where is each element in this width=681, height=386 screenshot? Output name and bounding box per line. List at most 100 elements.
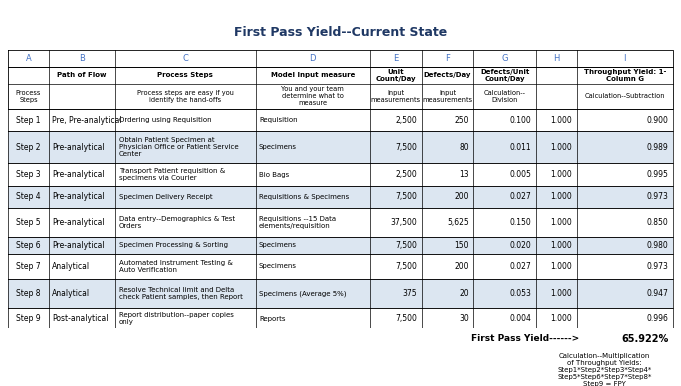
Text: 5,625: 5,625 bbox=[447, 218, 469, 227]
Text: 0.053: 0.053 bbox=[509, 289, 531, 298]
Text: D: D bbox=[310, 54, 316, 63]
Text: 0.996: 0.996 bbox=[646, 314, 668, 323]
Text: 0.027: 0.027 bbox=[509, 192, 531, 201]
Text: 0.947: 0.947 bbox=[646, 289, 668, 298]
Text: 0.900: 0.900 bbox=[646, 116, 668, 125]
Bar bbox=[8, 163, 673, 186]
Text: 0.005: 0.005 bbox=[509, 170, 531, 179]
Text: You and your team
determine what to
measure: You and your team determine what to meas… bbox=[281, 86, 344, 107]
Text: 13: 13 bbox=[459, 170, 469, 179]
Text: Specimen Processing & Sorting: Specimen Processing & Sorting bbox=[118, 242, 227, 248]
Text: 375: 375 bbox=[402, 289, 417, 298]
Text: Bio Bags: Bio Bags bbox=[259, 171, 289, 178]
Bar bbox=[8, 308, 673, 330]
Text: Step 1: Step 1 bbox=[16, 116, 41, 125]
Text: 0.850: 0.850 bbox=[646, 218, 668, 227]
Text: 0.973: 0.973 bbox=[646, 262, 668, 271]
Bar bbox=[8, 254, 673, 279]
Text: Model Input measure: Model Input measure bbox=[270, 72, 355, 78]
Text: 7,500: 7,500 bbox=[395, 143, 417, 152]
Text: Report distribution--paper copies
only: Report distribution--paper copies only bbox=[118, 312, 234, 325]
Text: Step 3: Step 3 bbox=[16, 170, 41, 179]
Bar bbox=[8, 186, 673, 208]
Text: 1.000: 1.000 bbox=[550, 218, 572, 227]
Text: Defects/Day: Defects/Day bbox=[424, 72, 471, 78]
Text: 0.150: 0.150 bbox=[509, 218, 531, 227]
Text: B: B bbox=[79, 54, 85, 63]
Text: E: E bbox=[393, 54, 398, 63]
Text: Pre, Pre-analytical: Pre, Pre-analytical bbox=[52, 116, 122, 125]
Bar bbox=[8, 109, 673, 131]
Text: Calculation--Multiplication
of Throughput Yields:
Step1*Step2*Step3*Step4*
Step5: Calculation--Multiplication of Throughpu… bbox=[557, 353, 652, 386]
Text: Step 2: Step 2 bbox=[16, 143, 41, 152]
Text: Analytical: Analytical bbox=[52, 262, 91, 271]
Text: 7,500: 7,500 bbox=[395, 262, 417, 271]
Text: 150: 150 bbox=[454, 240, 469, 250]
Text: 65.922%: 65.922% bbox=[622, 334, 669, 344]
Text: 37,500: 37,500 bbox=[390, 218, 417, 227]
Text: Analytical: Analytical bbox=[52, 289, 91, 298]
Text: 20: 20 bbox=[459, 289, 469, 298]
Text: 250: 250 bbox=[454, 116, 469, 125]
Text: G: G bbox=[502, 54, 508, 63]
Text: 1.000: 1.000 bbox=[550, 192, 572, 201]
Text: Defects/Unit
Count/Day: Defects/Unit Count/Day bbox=[480, 69, 530, 82]
Text: Reports: Reports bbox=[259, 316, 285, 322]
Text: Pre-analytical: Pre-analytical bbox=[52, 240, 105, 250]
Text: 7,500: 7,500 bbox=[395, 240, 417, 250]
Text: Obtain Patient Specimen at
Physician Office or Patient Service
Center: Obtain Patient Specimen at Physician Off… bbox=[118, 137, 238, 157]
Text: Input
measurements: Input measurements bbox=[371, 90, 421, 103]
Text: 1.000: 1.000 bbox=[550, 240, 572, 250]
Text: H: H bbox=[554, 54, 560, 63]
Text: 200: 200 bbox=[454, 262, 469, 271]
Text: Process steps are easy if you
identify the hand-offs: Process steps are easy if you identify t… bbox=[137, 90, 234, 103]
Text: I: I bbox=[624, 54, 626, 63]
Text: 0.004: 0.004 bbox=[509, 314, 531, 323]
Text: 1.000: 1.000 bbox=[550, 170, 572, 179]
Text: Process
Steps: Process Steps bbox=[16, 90, 41, 103]
Text: A: A bbox=[26, 54, 31, 63]
Text: Requisitions & Specimens: Requisitions & Specimens bbox=[259, 194, 349, 200]
Text: 2,500: 2,500 bbox=[395, 116, 417, 125]
Text: Pre-analytical: Pre-analytical bbox=[52, 143, 105, 152]
Text: Unit
Count/Day: Unit Count/Day bbox=[376, 69, 416, 82]
Text: 0.100: 0.100 bbox=[509, 116, 531, 125]
Text: 0.973: 0.973 bbox=[646, 192, 668, 201]
Text: Specimen Delivery Receipt: Specimen Delivery Receipt bbox=[118, 194, 212, 200]
Text: Step 8: Step 8 bbox=[16, 289, 41, 298]
Text: Requisition: Requisition bbox=[259, 117, 298, 123]
Text: Resolve Technical limit and Delta
check Patient samples, then Report: Resolve Technical limit and Delta check … bbox=[118, 287, 242, 300]
Text: 1.000: 1.000 bbox=[550, 262, 572, 271]
Bar bbox=[8, 208, 673, 237]
Text: 1.000: 1.000 bbox=[550, 314, 572, 323]
Bar bbox=[8, 237, 673, 254]
Text: Pre-analytical: Pre-analytical bbox=[52, 170, 105, 179]
Text: Automated Instrument Testing &
Auto Verification: Automated Instrument Testing & Auto Veri… bbox=[118, 260, 232, 273]
Text: 0.980: 0.980 bbox=[646, 240, 668, 250]
Text: Calculation--
Division: Calculation-- Division bbox=[484, 90, 526, 103]
Text: 1.000: 1.000 bbox=[550, 143, 572, 152]
Bar bbox=[8, 279, 673, 308]
Text: Pre-analytical: Pre-analytical bbox=[52, 192, 105, 201]
Text: 0.989: 0.989 bbox=[646, 143, 668, 152]
Text: 80: 80 bbox=[459, 143, 469, 152]
Text: 30: 30 bbox=[459, 314, 469, 323]
Text: Specimens: Specimens bbox=[259, 242, 297, 248]
Text: Calculation--Subtraction: Calculation--Subtraction bbox=[584, 93, 665, 100]
Text: First Pass Yield------>: First Pass Yield------> bbox=[471, 334, 580, 344]
Text: Ordering using Requisition: Ordering using Requisition bbox=[118, 117, 211, 123]
Text: Transport Patient requisition &
specimens via Courier: Transport Patient requisition & specimen… bbox=[118, 168, 225, 181]
Text: 200: 200 bbox=[454, 192, 469, 201]
Text: 0.011: 0.011 bbox=[510, 143, 531, 152]
Text: Path of Flow: Path of Flow bbox=[57, 72, 107, 78]
Text: 2,500: 2,500 bbox=[395, 170, 417, 179]
Text: Specimens: Specimens bbox=[259, 263, 297, 269]
Bar bbox=[8, 131, 673, 163]
Text: Process Steps: Process Steps bbox=[157, 72, 213, 78]
Text: 0.995: 0.995 bbox=[646, 170, 668, 179]
Text: 1.000: 1.000 bbox=[550, 116, 572, 125]
Text: Requisitions --15 Data
elements/requisition: Requisitions --15 Data elements/requisit… bbox=[259, 216, 336, 229]
Text: 1.000: 1.000 bbox=[550, 289, 572, 298]
Text: Post-analytical: Post-analytical bbox=[52, 314, 109, 323]
Text: 7,500: 7,500 bbox=[395, 192, 417, 201]
